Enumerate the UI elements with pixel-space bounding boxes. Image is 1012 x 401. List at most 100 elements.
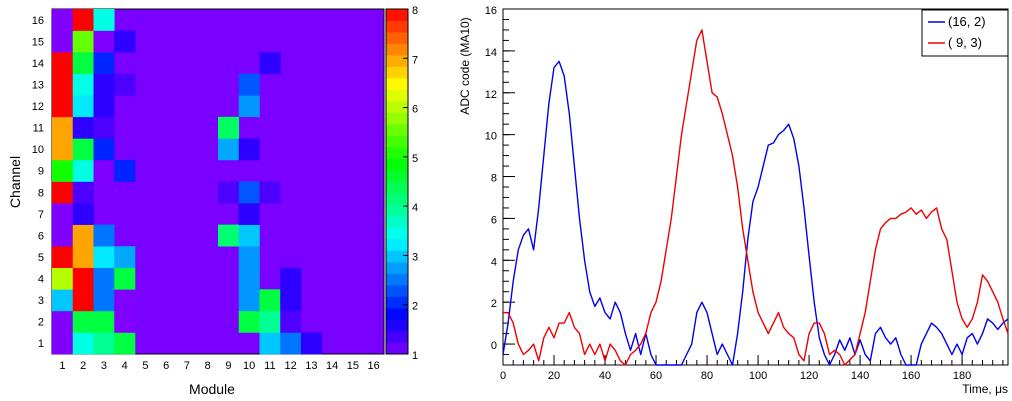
heatmap-xlabel: Module bbox=[189, 381, 235, 397]
heatmap-cell bbox=[52, 95, 74, 118]
heatmap-cell bbox=[52, 224, 74, 247]
heatmap-cell bbox=[52, 267, 74, 290]
colorbar-step bbox=[386, 112, 408, 125]
heatmap-cell bbox=[72, 181, 94, 204]
heatmap-cell bbox=[238, 95, 260, 118]
colorbar-step bbox=[386, 147, 408, 159]
heatmap-y-tick-label: 9 bbox=[38, 166, 44, 178]
heatmap-x-tick-label: 12 bbox=[285, 360, 297, 372]
colorbar-frame bbox=[385, 8, 409, 355]
colorbar-step bbox=[386, 66, 408, 79]
heatmap-cell bbox=[52, 52, 74, 74]
heatmap-cell bbox=[218, 138, 240, 161]
heatmap-x-ticks: 1 2 3 4 5 6 7 8 9 10 11 12 13 14 15 16 bbox=[59, 360, 379, 372]
heatmap-cell bbox=[93, 95, 115, 118]
colorbar-step bbox=[386, 181, 408, 194]
line-y-tick-label: 14 bbox=[485, 47, 497, 59]
line-x-tick-label: 120 bbox=[800, 370, 818, 382]
colorbar-step bbox=[386, 89, 408, 102]
heatmap-y-tick-label: 15 bbox=[32, 36, 44, 48]
heatmap-y-tick-label: 14 bbox=[32, 58, 44, 70]
colorbar-tick-label: 8 bbox=[412, 5, 418, 17]
heatmap-y-tick-label: 13 bbox=[32, 79, 44, 91]
colorbar-step bbox=[386, 342, 408, 355]
heatmap-cell bbox=[238, 267, 260, 290]
colorbar-step bbox=[386, 170, 408, 182]
line-y-ticks: 0 2 4 6 8 10 12 14 16 bbox=[485, 5, 515, 366]
heatmap-x-tick-label: 15 bbox=[347, 360, 359, 372]
heatmap-cell bbox=[93, 30, 115, 53]
heatmap-panel: 1 2 3 4 5 6 7 8 9 10 11 12 13 14 15 16 1234567891011121… bbox=[7, 5, 418, 397]
heatmap-cell bbox=[218, 116, 240, 139]
heatmap-cell bbox=[280, 332, 302, 355]
heatmap-cell bbox=[259, 310, 281, 333]
heatmap-cell bbox=[93, 246, 115, 269]
heatmap-cell bbox=[238, 289, 260, 312]
line-x-tick-label: 40 bbox=[599, 370, 611, 382]
heatmap-cell bbox=[114, 30, 136, 53]
heatmap-cell bbox=[238, 138, 260, 161]
heatmap-cell bbox=[72, 310, 94, 333]
heatmap-cell bbox=[238, 181, 260, 204]
heatmap-cell bbox=[259, 332, 281, 355]
colorbar-step bbox=[386, 331, 408, 343]
heatmap-cell bbox=[72, 9, 94, 31]
heatmap-x-tick-label: 8 bbox=[205, 360, 211, 372]
legend: (16, 2) ( 9, 3) bbox=[921, 9, 1009, 57]
line-x-tick-label: 140 bbox=[851, 370, 869, 382]
heatmap-cell bbox=[114, 246, 136, 269]
heatmap-x-tick-label: 13 bbox=[305, 360, 317, 372]
line-x-ticks: 0 20 40 60 80 100 120 140 160 180 bbox=[500, 355, 1004, 382]
line-series-2 bbox=[503, 29, 1009, 366]
colorbar-ticks: 1 2 3 4 5 6 7 8 bbox=[403, 5, 418, 362]
heatmap-y-tick-label: 4 bbox=[38, 274, 44, 286]
colorbar-step bbox=[386, 9, 408, 21]
heatmap-y-tick-label: 5 bbox=[38, 252, 44, 264]
colorbar-step bbox=[386, 308, 408, 320]
colorbar-step bbox=[386, 55, 408, 67]
heatmap-y-tick-label: 7 bbox=[38, 209, 44, 221]
colorbar-step bbox=[386, 101, 408, 113]
colorbar-step bbox=[386, 319, 408, 332]
heatmap-x-tick-label: 1 bbox=[59, 360, 65, 372]
colorbar-step bbox=[386, 20, 408, 33]
heatmap-cell bbox=[280, 267, 302, 290]
colorbar-step bbox=[386, 158, 408, 171]
line-y-tick-label: 10 bbox=[485, 131, 497, 143]
heatmap-cell bbox=[93, 267, 115, 290]
colorbar-step bbox=[386, 227, 408, 240]
colorbar-tick-label: 2 bbox=[412, 301, 418, 313]
colorbar-step bbox=[386, 32, 408, 44]
legend-label-series-1: (16, 2) bbox=[948, 14, 986, 29]
line-ylabel: ADC code (MA10) bbox=[458, 17, 472, 114]
line-series bbox=[502, 29, 1009, 366]
heatmap-cell bbox=[72, 30, 94, 53]
line-y-tick-label: 16 bbox=[485, 5, 497, 17]
colorbar-step bbox=[386, 273, 408, 286]
heatmap-cell bbox=[72, 52, 94, 74]
line-plot-area bbox=[502, 8, 1009, 366]
heatmap-cell bbox=[52, 138, 74, 161]
heatmap-cells bbox=[52, 9, 323, 355]
heatmap-cell bbox=[72, 95, 94, 118]
colorbar-step bbox=[386, 204, 408, 217]
heatmap-cell bbox=[238, 246, 260, 269]
heatmap-y-tick-label: 2 bbox=[38, 317, 44, 329]
heatmap-cell bbox=[93, 159, 115, 182]
heatmap-cell bbox=[52, 116, 74, 139]
heatmap-x-tick-label: 9 bbox=[225, 360, 231, 372]
colorbar-step bbox=[386, 216, 408, 228]
heatmap-cell bbox=[52, 289, 74, 312]
heatmap-cell bbox=[259, 52, 281, 74]
heatmap-x-tick-label: 2 bbox=[80, 360, 86, 372]
heatmap-cell bbox=[93, 289, 115, 312]
heatmap-cell bbox=[218, 181, 240, 204]
heatmap-cell bbox=[259, 181, 281, 204]
line-x-tick-label: 0 bbox=[500, 370, 506, 382]
colorbar-step bbox=[386, 296, 408, 309]
heatmap-y-tick-label: 6 bbox=[38, 230, 44, 242]
line-panel: 0 20 40 60 80 100 120 140 160 180 0 2 4 6 8 10 12 14 16 T… bbox=[458, 5, 1009, 396]
heatmap-x-tick-label: 4 bbox=[122, 360, 128, 372]
